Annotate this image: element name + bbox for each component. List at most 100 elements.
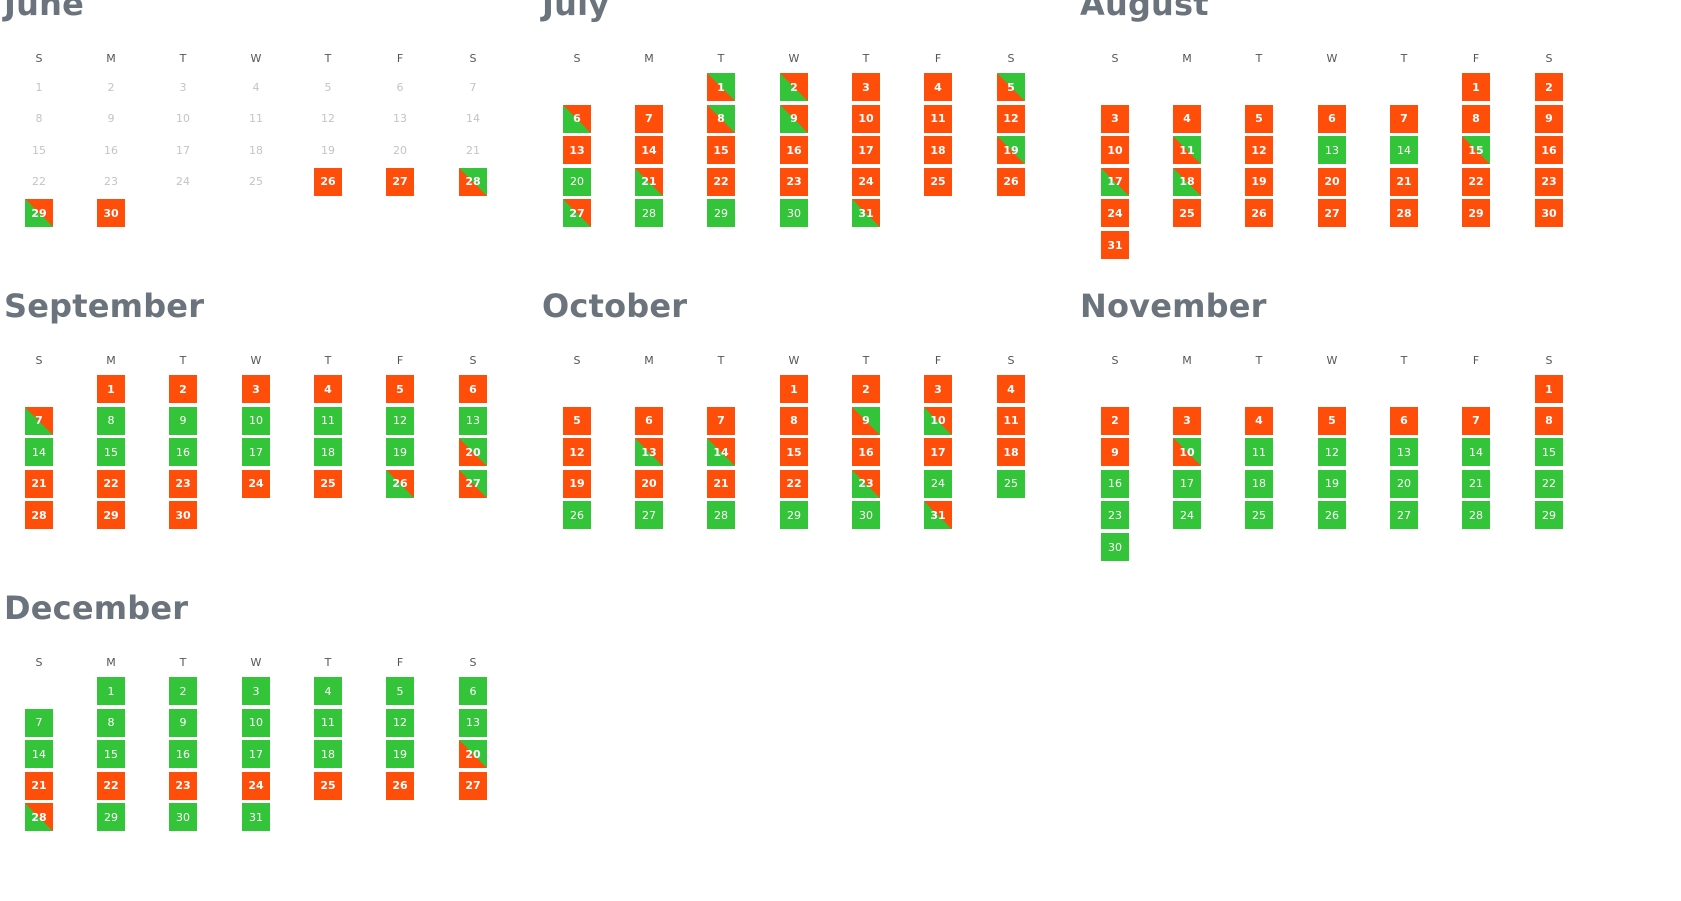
day-cell-available[interactable]: 18 xyxy=(314,438,342,467)
day-cell-changeover[interactable]: 15 xyxy=(1462,136,1490,165)
day-cell-changeover[interactable]: 20 xyxy=(459,740,487,769)
day-cell-changeover[interactable]: 23 xyxy=(852,469,880,498)
day-cell-available[interactable]: 2 xyxy=(169,677,197,705)
day-cell-booked[interactable]: 4 xyxy=(924,73,952,101)
day-cell-available[interactable]: 12 xyxy=(386,406,414,435)
day-cell-available[interactable]: 15 xyxy=(97,438,125,467)
day-cell-booked[interactable]: 3 xyxy=(852,73,880,101)
day-cell-available[interactable]: 18 xyxy=(314,740,342,769)
day-cell-available[interactable]: 14 xyxy=(1462,438,1490,467)
day-cell-booked[interactable]: 20 xyxy=(1318,167,1346,196)
day-cell-available[interactable]: 5 xyxy=(386,677,414,705)
day-cell-changeover[interactable]: 6 xyxy=(563,104,591,133)
day-cell-changeover[interactable]: 10 xyxy=(1173,438,1201,467)
day-cell-available[interactable]: 28 xyxy=(707,501,735,530)
day-cell-available[interactable]: 23 xyxy=(1101,501,1129,530)
day-cell-changeover[interactable]: 10 xyxy=(924,406,952,435)
day-cell-booked[interactable]: 22 xyxy=(97,771,125,800)
day-cell-changeover[interactable]: 9 xyxy=(852,406,880,435)
day-cell-changeover[interactable]: 21 xyxy=(635,167,663,196)
day-cell-available[interactable]: 24 xyxy=(1173,501,1201,530)
day-cell-booked[interactable]: 23 xyxy=(169,771,197,800)
day-cell-booked[interactable]: 12 xyxy=(997,104,1025,133)
day-cell-changeover[interactable]: 19 xyxy=(997,136,1025,165)
day-cell-booked[interactable]: 6 xyxy=(635,406,663,435)
day-cell-changeover[interactable]: 27 xyxy=(459,469,487,498)
day-cell-available[interactable]: 13 xyxy=(459,406,487,435)
day-cell-available[interactable]: 19 xyxy=(1318,469,1346,498)
day-cell-available[interactable]: 13 xyxy=(1318,136,1346,165)
day-cell-booked[interactable]: 18 xyxy=(997,438,1025,467)
day-cell-booked[interactable]: 1 xyxy=(1535,375,1563,403)
day-cell-booked[interactable]: 12 xyxy=(563,438,591,467)
day-cell-available[interactable]: 17 xyxy=(1173,469,1201,498)
day-cell-booked[interactable]: 19 xyxy=(1245,167,1273,196)
day-cell-booked[interactable]: 26 xyxy=(997,167,1025,196)
day-cell-available[interactable]: 10 xyxy=(242,406,270,435)
day-cell-booked[interactable]: 6 xyxy=(459,375,487,403)
day-cell-available[interactable]: 29 xyxy=(97,803,125,832)
day-cell-available[interactable]: 26 xyxy=(1318,501,1346,530)
day-cell-available[interactable]: 7 xyxy=(25,708,53,737)
day-cell-changeover[interactable]: 27 xyxy=(563,199,591,228)
day-cell-available[interactable]: 21 xyxy=(1462,469,1490,498)
day-cell-available[interactable]: 29 xyxy=(1535,501,1563,530)
day-cell-booked[interactable]: 6 xyxy=(1390,406,1418,435)
day-cell-available[interactable]: 13 xyxy=(1390,438,1418,467)
day-cell-available[interactable]: 30 xyxy=(169,803,197,832)
day-cell-changeover[interactable]: 17 xyxy=(1101,167,1129,196)
day-cell-booked[interactable]: 11 xyxy=(997,406,1025,435)
day-cell-available[interactable]: 8 xyxy=(97,708,125,737)
day-cell-booked[interactable]: 2 xyxy=(1535,73,1563,101)
day-cell-available[interactable]: 11 xyxy=(314,708,342,737)
day-cell-booked[interactable]: 25 xyxy=(314,771,342,800)
day-cell-booked[interactable]: 22 xyxy=(1462,167,1490,196)
day-cell-available[interactable]: 28 xyxy=(1462,501,1490,530)
day-cell-booked[interactable]: 29 xyxy=(97,501,125,530)
day-cell-available[interactable]: 25 xyxy=(997,469,1025,498)
day-cell-booked[interactable]: 7 xyxy=(1390,104,1418,133)
day-cell-booked[interactable]: 5 xyxy=(1245,104,1273,133)
day-cell-booked[interactable]: 28 xyxy=(1390,199,1418,228)
day-cell-available[interactable]: 14 xyxy=(1390,136,1418,165)
day-cell-booked[interactable]: 21 xyxy=(1390,167,1418,196)
day-cell-booked[interactable]: 26 xyxy=(314,167,342,196)
day-cell-available[interactable]: 24 xyxy=(924,469,952,498)
day-cell-booked[interactable]: 26 xyxy=(1245,199,1273,228)
day-cell-booked[interactable]: 3 xyxy=(1173,406,1201,435)
day-cell-booked[interactable]: 24 xyxy=(1101,199,1129,228)
day-cell-booked[interactable]: 30 xyxy=(169,501,197,530)
day-cell-booked[interactable]: 21 xyxy=(25,771,53,800)
day-cell-booked[interactable]: 10 xyxy=(852,104,880,133)
day-cell-booked[interactable]: 15 xyxy=(707,136,735,165)
day-cell-available[interactable]: 17 xyxy=(242,438,270,467)
day-cell-changeover[interactable]: 14 xyxy=(707,438,735,467)
day-cell-available[interactable]: 29 xyxy=(707,199,735,228)
day-cell-booked[interactable]: 5 xyxy=(563,406,591,435)
day-cell-booked[interactable]: 7 xyxy=(635,104,663,133)
day-cell-changeover[interactable]: 18 xyxy=(1173,167,1201,196)
day-cell-booked[interactable]: 25 xyxy=(1173,199,1201,228)
day-cell-available[interactable]: 18 xyxy=(1245,469,1273,498)
day-cell-booked[interactable]: 26 xyxy=(386,771,414,800)
day-cell-booked[interactable]: 23 xyxy=(169,469,197,498)
day-cell-booked[interactable]: 27 xyxy=(1318,199,1346,228)
day-cell-available[interactable]: 10 xyxy=(242,708,270,737)
day-cell-booked[interactable]: 18 xyxy=(924,136,952,165)
day-cell-available[interactable]: 11 xyxy=(1245,438,1273,467)
day-cell-changeover[interactable]: 1 xyxy=(707,73,735,101)
day-cell-booked[interactable]: 15 xyxy=(780,438,808,467)
day-cell-available[interactable]: 9 xyxy=(169,708,197,737)
day-cell-booked[interactable]: 2 xyxy=(1101,406,1129,435)
day-cell-booked[interactable]: 31 xyxy=(1101,231,1129,259)
day-cell-available[interactable]: 30 xyxy=(780,199,808,228)
day-cell-booked[interactable]: 9 xyxy=(1535,104,1563,133)
day-cell-available[interactable]: 22 xyxy=(1535,469,1563,498)
day-cell-booked[interactable]: 24 xyxy=(852,167,880,196)
day-cell-available[interactable]: 4 xyxy=(314,677,342,705)
day-cell-booked[interactable]: 24 xyxy=(242,771,270,800)
day-cell-changeover[interactable]: 31 xyxy=(924,501,952,530)
day-cell-available[interactable]: 15 xyxy=(1535,438,1563,467)
day-cell-available[interactable]: 31 xyxy=(242,803,270,832)
day-cell-booked[interactable]: 27 xyxy=(386,167,414,196)
